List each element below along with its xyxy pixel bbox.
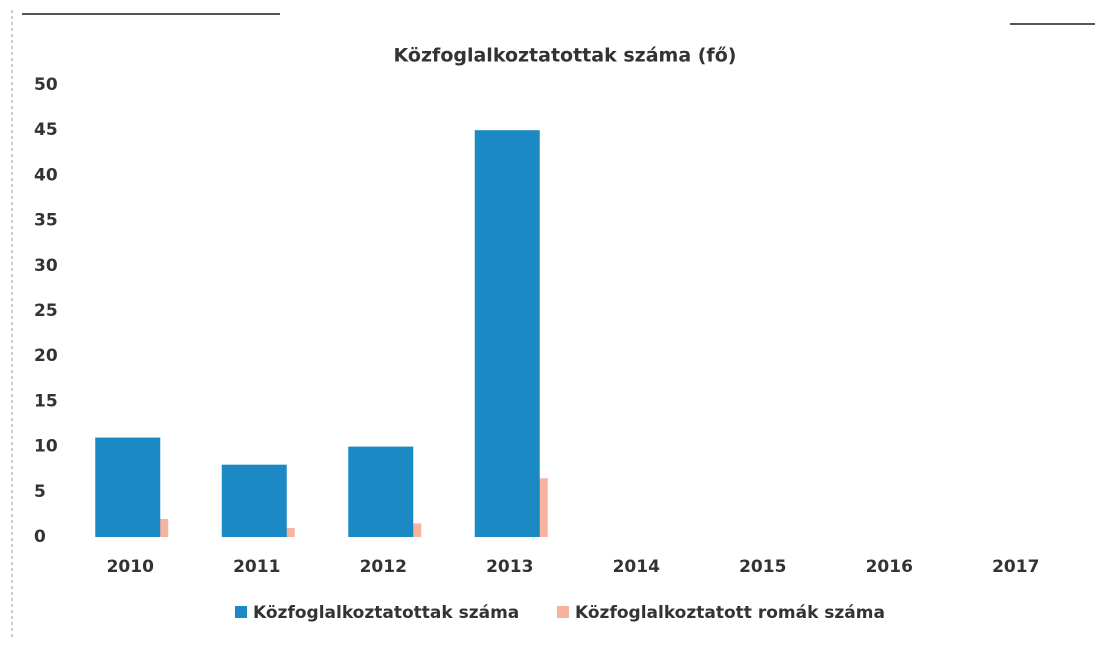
legend-swatch <box>235 606 247 618</box>
y-tick-label: 15 <box>34 391 58 411</box>
bar <box>474 130 540 537</box>
y-tick-label: 10 <box>34 437 58 457</box>
x-tick-label: 2015 <box>739 557 786 577</box>
x-tick-label: 2017 <box>992 557 1039 577</box>
x-tick-label: 2012 <box>360 557 407 577</box>
bar <box>221 464 287 537</box>
y-tick-label: 25 <box>34 301 58 321</box>
y-tick-label: 50 <box>34 75 58 95</box>
y-tick-label: 0 <box>34 527 46 547</box>
y-tick-label: 40 <box>34 165 58 185</box>
y-tick-label: 35 <box>34 211 58 231</box>
y-tick-label: 30 <box>34 256 58 276</box>
legend-label: Közfoglalkoztatottak száma <box>253 603 519 623</box>
y-tick-label: 45 <box>34 120 58 140</box>
bar <box>95 437 161 537</box>
chart-title: Közfoglalkoztatottak száma (fő) <box>394 45 737 67</box>
x-tick-label: 2011 <box>233 557 280 577</box>
bar <box>348 446 414 537</box>
legend-swatch <box>557 606 569 618</box>
legend-label: Közfoglalkoztatott romák száma <box>575 603 885 623</box>
x-tick-label: 2016 <box>866 557 913 577</box>
y-tick-label: 20 <box>34 346 58 366</box>
x-tick-label: 2014 <box>613 557 660 577</box>
y-tick-label: 5 <box>34 482 46 502</box>
x-tick-label: 2010 <box>107 557 154 577</box>
x-tick-label: 2013 <box>486 557 533 577</box>
